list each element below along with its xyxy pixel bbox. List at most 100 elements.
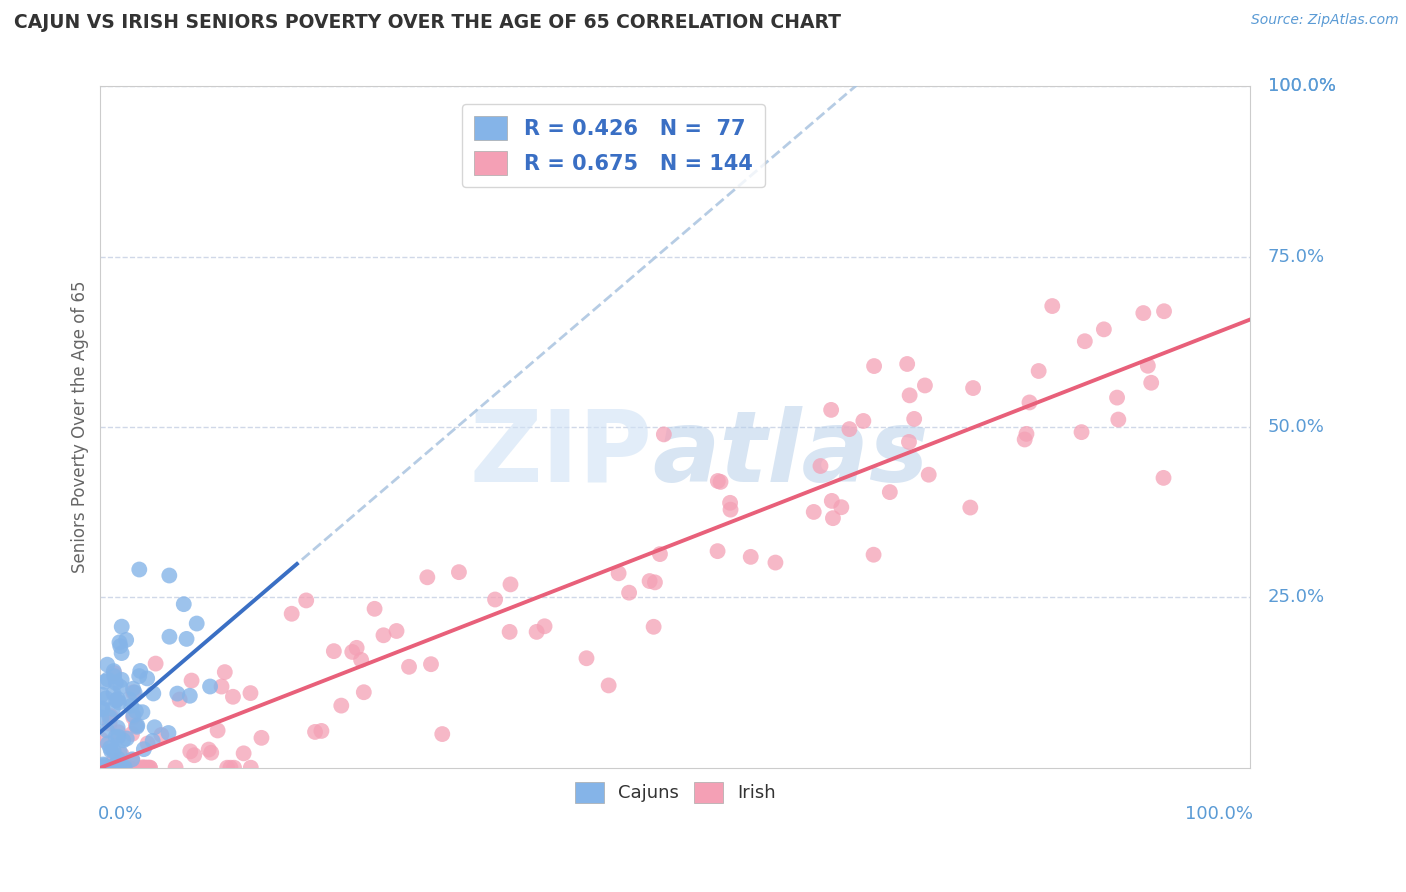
Y-axis label: Seniors Poverty Over the Age of 65: Seniors Poverty Over the Age of 65 [72, 281, 89, 574]
Point [120, 698, 142, 713]
Point [145, 657, 167, 671]
Point [830, 500, 852, 515]
Point [363, 602, 385, 616]
Point [112, 733, 135, 747]
Text: atlas: atlas [652, 406, 929, 503]
Point [1136, 359, 1159, 373]
Point [1014, 433, 1036, 447]
Point [107, 730, 129, 744]
Point [110, 639, 132, 653]
Point [197, 742, 219, 756]
Text: CAJUN VS IRISH SENIORS POVERTY OVER THE AGE OF 65 CORRELATION CHART: CAJUN VS IRISH SENIORS POVERTY OVER THE … [14, 13, 841, 32]
Point [1153, 304, 1175, 318]
Point [1153, 471, 1175, 485]
Point [803, 505, 825, 519]
Point [432, 727, 454, 741]
Point [962, 381, 984, 395]
Point [484, 592, 506, 607]
Text: 50.0%: 50.0% [1268, 418, 1324, 436]
Point [107, 725, 129, 739]
Point [385, 624, 408, 638]
Point [330, 698, 353, 713]
Point [863, 359, 886, 373]
Text: 100.0%: 100.0% [1268, 78, 1336, 95]
Point [112, 761, 135, 775]
Point [219, 761, 242, 775]
Point [108, 761, 131, 775]
Point [97, 673, 120, 687]
Point [103, 666, 125, 681]
Point [98, 716, 121, 731]
Point [114, 761, 136, 775]
Point [94, 761, 117, 775]
Point [416, 570, 439, 584]
Point [91, 757, 114, 772]
Point [111, 747, 134, 762]
Point [304, 725, 326, 739]
Text: 100.0%: 100.0% [1185, 805, 1253, 823]
Point [114, 761, 136, 775]
Point [346, 640, 368, 655]
Point [121, 752, 143, 766]
Point [740, 549, 762, 564]
Point [914, 378, 936, 392]
Point [1028, 364, 1050, 378]
Point [124, 685, 146, 699]
Point [157, 726, 180, 740]
Point [111, 673, 134, 687]
Point [142, 686, 165, 700]
Point [135, 761, 157, 775]
Text: ZIP: ZIP [470, 406, 652, 503]
Point [98, 761, 121, 775]
Point [125, 718, 148, 732]
Point [128, 669, 150, 683]
Point [1140, 376, 1163, 390]
Point [373, 628, 395, 642]
Point [103, 664, 125, 678]
Point [114, 761, 136, 775]
Point [142, 734, 165, 748]
Point [239, 761, 262, 775]
Point [898, 388, 921, 402]
Point [896, 357, 918, 371]
Point [127, 718, 149, 732]
Point [1092, 322, 1115, 336]
Point [107, 692, 129, 706]
Point [108, 745, 131, 759]
Point [838, 422, 860, 436]
Point [103, 761, 125, 775]
Point [810, 458, 832, 473]
Point [103, 669, 125, 683]
Point [115, 731, 138, 746]
Point [115, 761, 138, 775]
Point [821, 511, 844, 525]
Point [250, 731, 273, 745]
Point [214, 665, 236, 679]
Point [103, 754, 125, 768]
Point [897, 434, 920, 449]
Point [125, 761, 148, 775]
Text: Source: ZipAtlas.com: Source: ZipAtlas.com [1251, 13, 1399, 28]
Point [718, 496, 741, 510]
Point [98, 761, 121, 775]
Point [132, 760, 155, 774]
Point [499, 577, 522, 591]
Point [90, 688, 112, 702]
Point [280, 607, 302, 621]
Point [136, 761, 159, 775]
Point [104, 730, 127, 744]
Point [122, 708, 145, 723]
Point [96, 657, 118, 672]
Point [94, 691, 117, 706]
Point [90, 761, 112, 775]
Point [200, 746, 222, 760]
Point [173, 597, 195, 611]
Point [121, 727, 143, 741]
Point [420, 657, 443, 672]
Point [108, 635, 131, 649]
Point [1107, 391, 1129, 405]
Point [575, 651, 598, 665]
Point [183, 748, 205, 763]
Point [820, 403, 842, 417]
Point [533, 619, 555, 633]
